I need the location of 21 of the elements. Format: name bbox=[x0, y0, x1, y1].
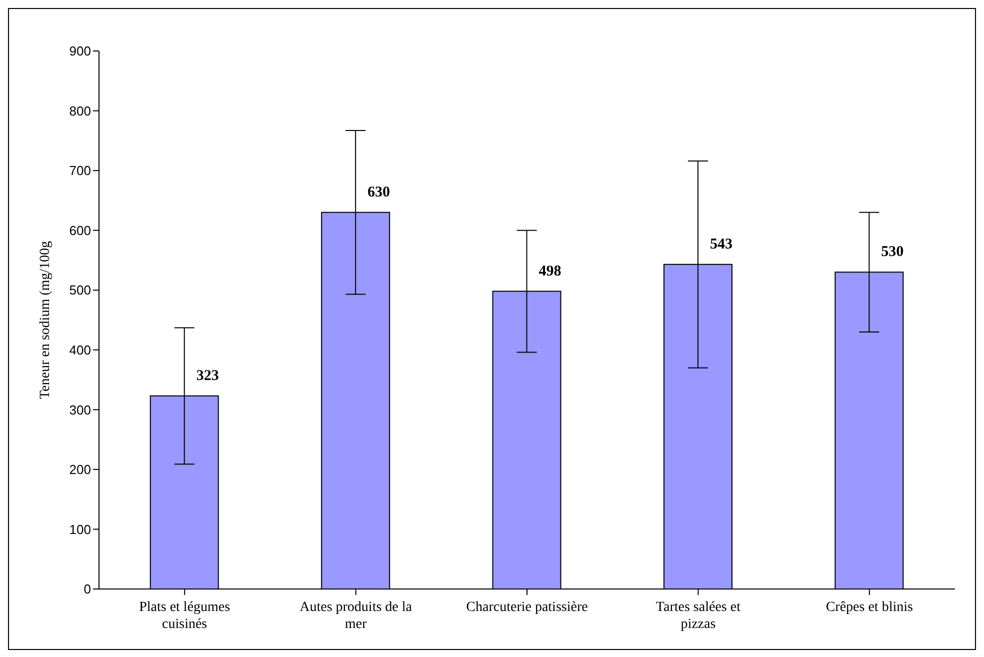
data-label: 323 bbox=[196, 368, 219, 384]
y-tick-label: 900 bbox=[69, 44, 91, 59]
data-label: 543 bbox=[710, 236, 732, 252]
x-tick-label: Charcuterie patissière bbox=[466, 600, 588, 615]
y-axis-title: Teneur en sodium (mg/100g bbox=[38, 240, 53, 400]
x-tick-label: Crêpes et blinis bbox=[826, 600, 913, 615]
y-tick-label: 600 bbox=[69, 222, 91, 238]
y-tick-label: 400 bbox=[69, 342, 91, 358]
x-tick-label: Plats et légumes cuisinés bbox=[139, 600, 230, 632]
data-label: 630 bbox=[368, 184, 390, 200]
data-label: 530 bbox=[881, 244, 904, 260]
y-tick-label: 500 bbox=[69, 282, 91, 298]
y-tick-label: 700 bbox=[69, 163, 91, 178]
data-label: 498 bbox=[538, 263, 562, 280]
y-tick-label: 100 bbox=[69, 522, 91, 537]
y-tick-label: 800 bbox=[69, 103, 91, 118]
y-tick-label: 200 bbox=[69, 462, 91, 478]
x-tick-label: Autes produits de la mer bbox=[300, 600, 413, 632]
y-tick-label: 300 bbox=[69, 402, 91, 418]
x-tick-label: Tartes salées et pizzas bbox=[656, 600, 741, 632]
y-tick-label: 0 bbox=[84, 582, 91, 597]
